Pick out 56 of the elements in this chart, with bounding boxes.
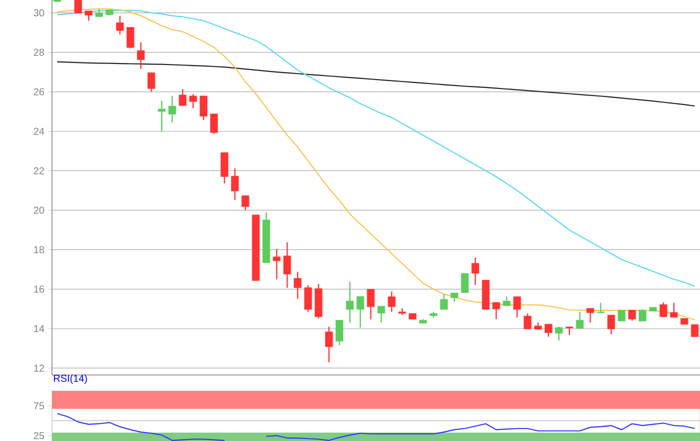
candlestick (189, 94, 197, 109)
candlestick (356, 296, 364, 328)
y-tick-label: 75 (34, 402, 44, 410)
candlestick (471, 256, 480, 286)
candlestick (304, 284, 312, 312)
candlestick (147, 72, 156, 92)
y-tick-label: 20 (34, 206, 44, 214)
y-tick-label: 22 (34, 167, 44, 174)
candlestick (178, 88, 186, 106)
candlestick (607, 314, 615, 335)
y-tick-label: 25 (34, 432, 44, 440)
candlestick (544, 323, 552, 338)
candlestick (210, 113, 218, 134)
y-tick-label: 18 (34, 246, 44, 254)
candlestick (158, 100, 166, 132)
y-tick-label: 30 (34, 9, 44, 16)
candlestick (272, 248, 281, 280)
candlestick (690, 324, 699, 338)
candlestick (366, 288, 375, 320)
candlestick (200, 95, 208, 121)
chart-title: RSI(14) (54, 374, 87, 384)
candlestick (513, 296, 521, 318)
candlestick (388, 290, 396, 312)
candlestick (231, 168, 239, 201)
candlestick (137, 42, 145, 70)
y-tick-label: 16 (34, 286, 44, 293)
y-tick-label: 24 (34, 128, 44, 135)
candlestick (283, 242, 291, 288)
y-tick-label: 12 (34, 364, 44, 372)
candlestick (586, 308, 594, 324)
candlestick (294, 271, 302, 300)
y-tick-label: 14 (34, 325, 44, 332)
candlestick (555, 326, 563, 342)
candlestick (596, 302, 605, 314)
y-tick-label: 28 (34, 48, 44, 56)
candlestick (492, 302, 500, 320)
candlestick (168, 95, 176, 124)
candlestick (670, 302, 678, 318)
candlestick (576, 311, 584, 330)
candlestick (440, 294, 448, 310)
candlestick (346, 281, 354, 324)
candlestick (74, 0, 82, 14)
candlestick (116, 15, 124, 36)
candlestick (126, 26, 134, 49)
candlestick (618, 309, 626, 322)
y-tick-label: 26 (34, 88, 44, 96)
candlestick (628, 309, 636, 322)
candlestick (242, 194, 250, 211)
candlestick (377, 306, 386, 324)
candlestick (84, 10, 92, 22)
candlestick (461, 272, 469, 294)
candlestick (502, 296, 510, 306)
candlestick (524, 312, 532, 330)
candlestick (336, 320, 344, 346)
candlestick (325, 326, 333, 363)
candlestick (660, 302, 668, 318)
